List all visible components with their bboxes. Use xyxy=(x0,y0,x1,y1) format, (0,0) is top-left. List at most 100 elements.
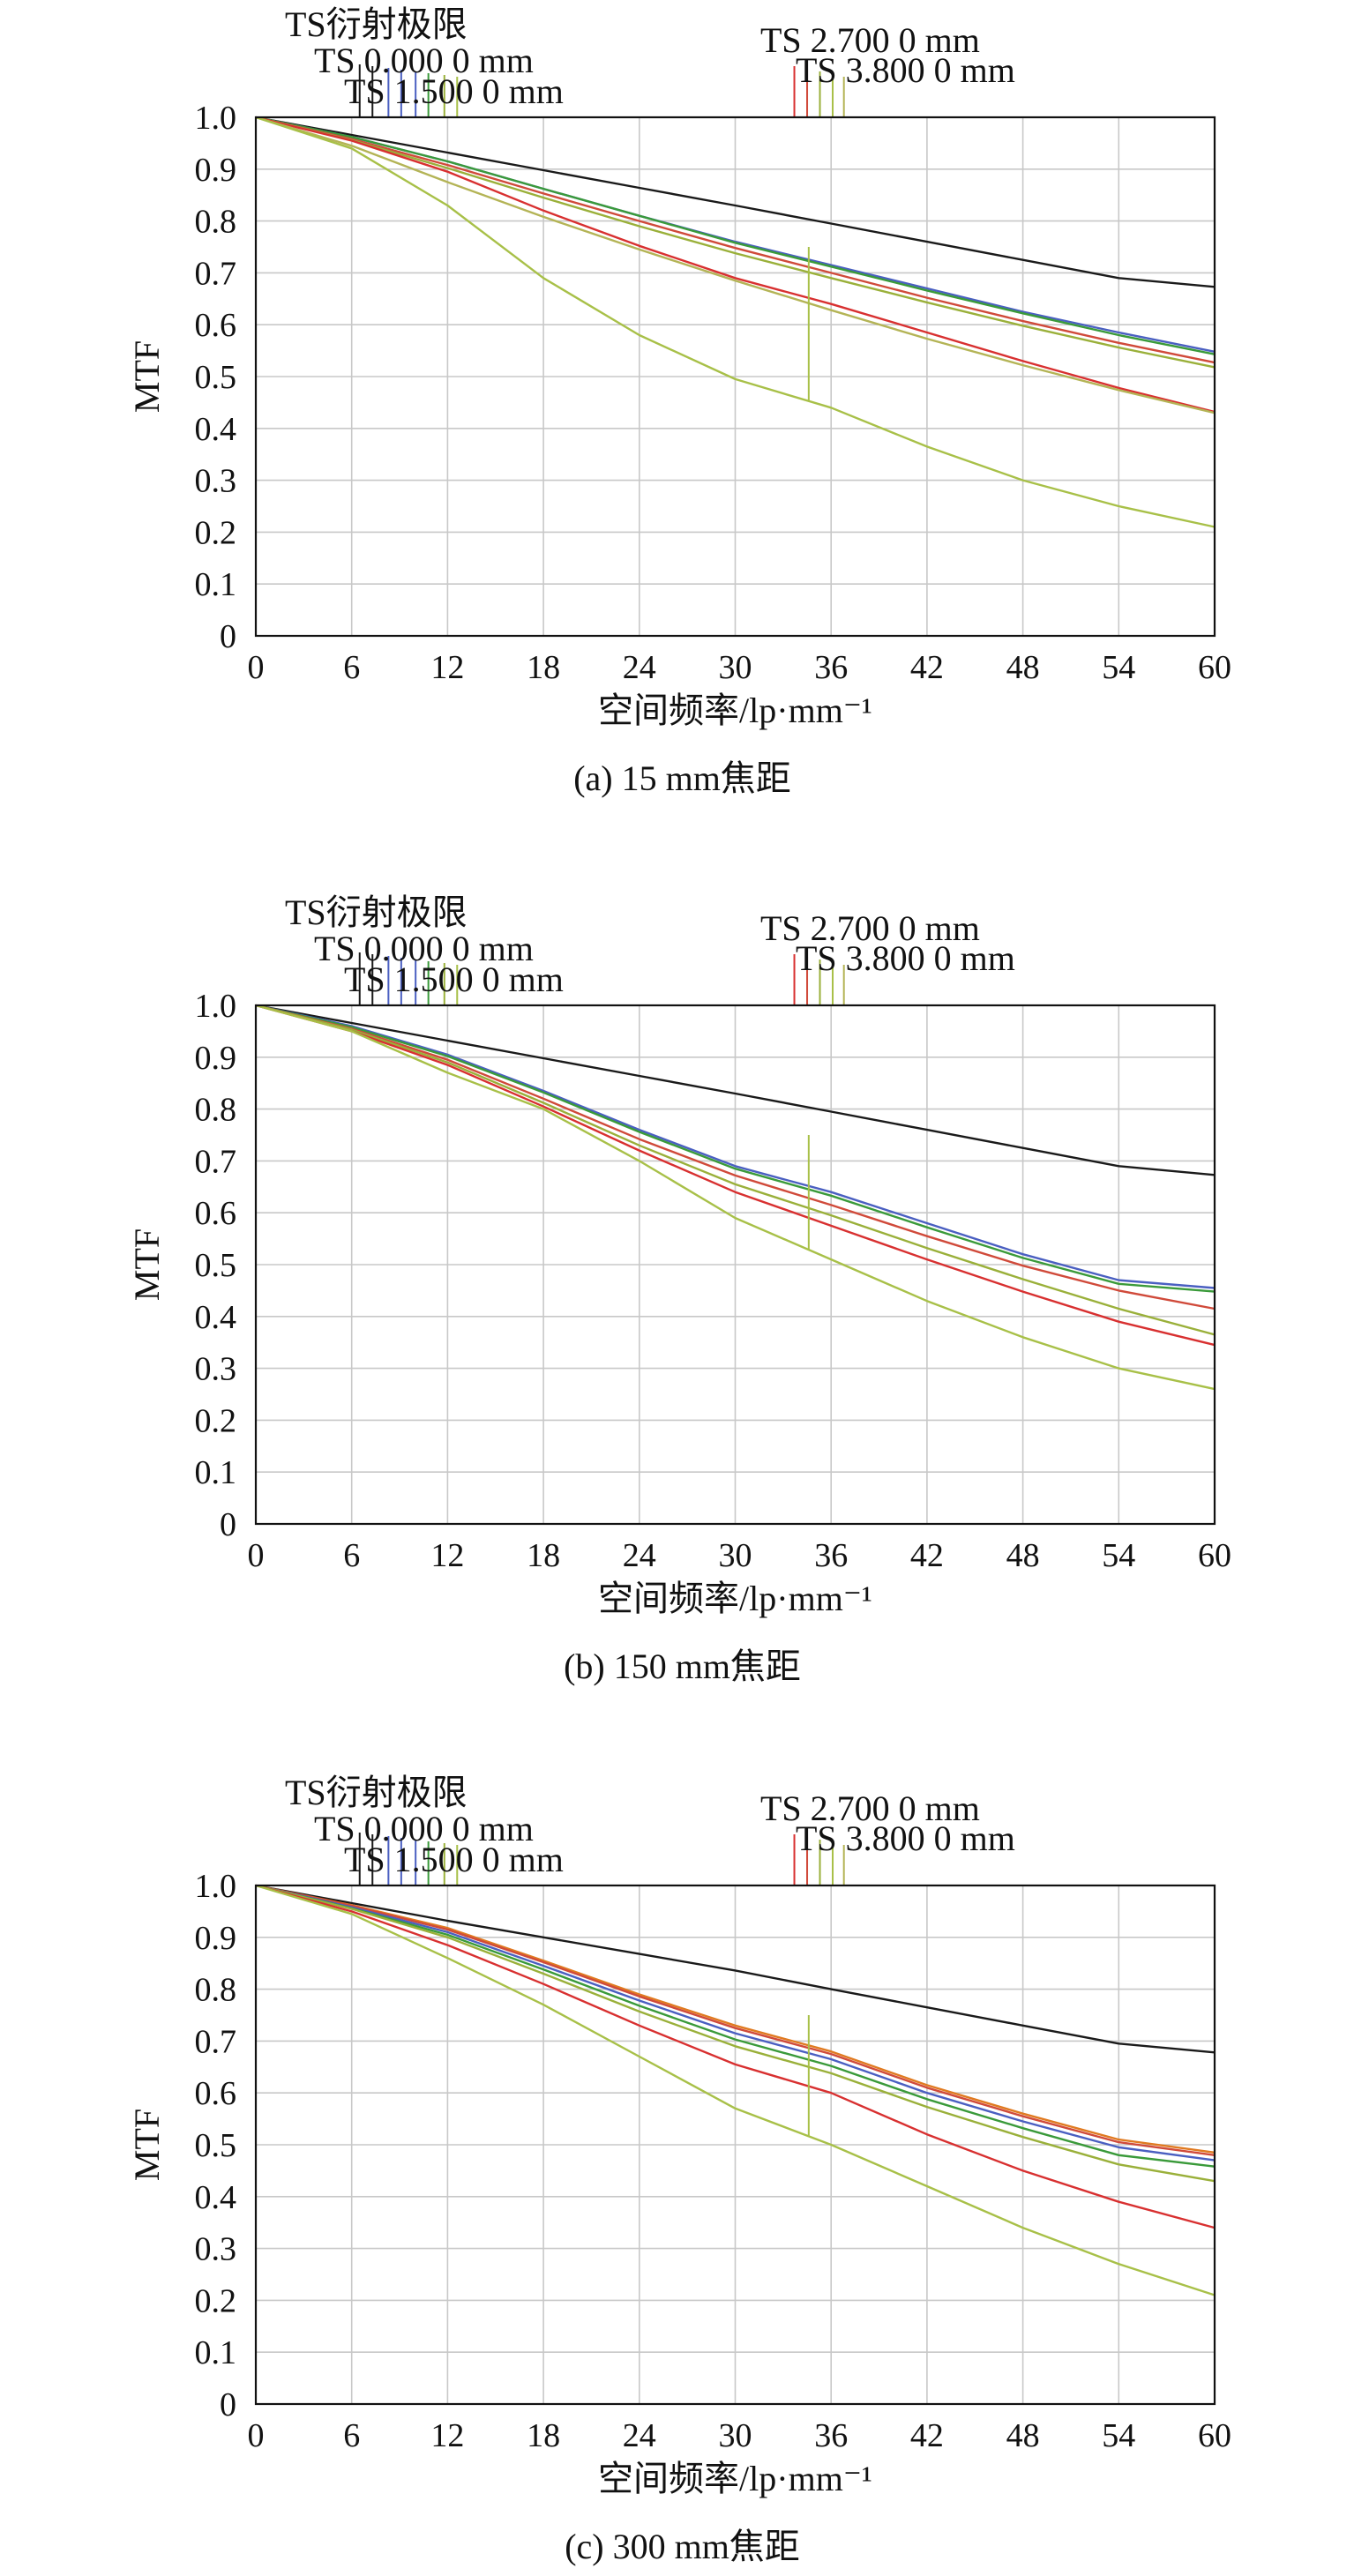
y-tick-label: 0.1 xyxy=(195,566,237,603)
y-tick-label: 0 xyxy=(220,2386,236,2423)
x-tick-label: 24 xyxy=(623,1537,656,1574)
series-line xyxy=(255,1884,1216,2156)
x-tick-label: 18 xyxy=(527,1537,560,1574)
legend-label: TS衍射极限 xyxy=(285,892,468,932)
x-tick-label: 36 xyxy=(814,1537,848,1574)
x-tick-label: 60 xyxy=(1198,2417,1231,2454)
series-line xyxy=(255,116,1216,364)
series-line xyxy=(255,1884,1216,2296)
legend-label: TS 0.000 0 mm xyxy=(314,929,534,968)
series-line xyxy=(255,116,1216,288)
chart-panel: 0 6 12 18 24 30 36 42 48 54 60 0 0.1 0.2 0.3 0.4 0.5 0.6 0… xyxy=(127,1773,1231,2566)
series-line xyxy=(255,1004,1216,1336)
series-line xyxy=(255,116,1216,369)
y-tick-label: 0.3 xyxy=(195,463,237,500)
x-axis-label: 空间频率/lp·mm⁻¹ xyxy=(598,691,872,730)
series-line xyxy=(255,1004,1216,1391)
y-tick-label: 1.0 xyxy=(195,1868,237,1905)
series-line xyxy=(255,116,1216,414)
y-tick-label: 0.7 xyxy=(195,2023,237,2060)
y-tick-label: 0.8 xyxy=(195,204,237,241)
y-tick-label: 0.5 xyxy=(195,359,237,396)
series-line xyxy=(255,1004,1216,1293)
series-line xyxy=(255,116,1216,528)
figure-caption: (a) 15 mm焦距 xyxy=(573,758,791,798)
y-tick-label: 0.2 xyxy=(195,514,237,551)
legend-label: TS 2.700 0 mm xyxy=(760,908,980,948)
series-line xyxy=(255,1884,1216,2154)
series-line xyxy=(255,1884,1216,2054)
series-line xyxy=(255,1884,1216,2183)
x-tick-label: 12 xyxy=(430,2417,464,2454)
legend-label: TS 3.800 0 mm xyxy=(796,1818,1015,1858)
chart-panel: 0 6 12 18 24 30 36 42 48 54 60 0 0.1 0.2 0.3 0.4 0.5 0.6 0… xyxy=(127,892,1231,1686)
x-tick-label: 42 xyxy=(910,1537,944,1574)
series-line xyxy=(255,116,1216,414)
x-tick-label: 12 xyxy=(430,1537,464,1574)
x-tick-label: 48 xyxy=(1006,649,1040,686)
y-tick-label: 0.1 xyxy=(195,1454,237,1491)
y-tick-label: 0.5 xyxy=(195,2127,237,2164)
x-tick-label: 54 xyxy=(1102,2417,1135,2454)
x-tick-label: 24 xyxy=(623,2417,656,2454)
x-tick-label: 6 xyxy=(343,649,360,686)
x-axis-label: 空间频率/lp·mm⁻¹ xyxy=(598,1579,872,1618)
y-tick-label: 0.5 xyxy=(195,1247,237,1284)
legend-label: TS 0.000 0 mm xyxy=(314,41,534,80)
y-axis-label: MTF xyxy=(127,340,167,413)
series-line xyxy=(255,1884,1216,2162)
y-tick-label: 0.6 xyxy=(195,2075,237,2112)
chart-panel: 0 6 12 18 24 30 36 42 48 54 60 0 0.1 0.2 0.3 0.4 0.5 0.6 0… xyxy=(127,4,1231,798)
y-tick-label: 0 xyxy=(220,618,236,655)
legend-label: TS 3.800 0 mm xyxy=(796,50,1015,90)
plot-frame xyxy=(254,1004,1216,1526)
x-tick-label: 18 xyxy=(527,649,560,686)
x-tick-label: 6 xyxy=(343,2417,360,2454)
x-tick-label: 60 xyxy=(1198,1537,1231,1574)
y-tick-label: 0.4 xyxy=(195,1299,237,1336)
y-tick-label: 0.8 xyxy=(195,1092,237,1129)
y-tick-label: 1.0 xyxy=(195,988,237,1025)
x-tick-label: 6 xyxy=(343,1537,360,1574)
series-line xyxy=(255,116,1216,355)
x-tick-label: 48 xyxy=(1006,2417,1040,2454)
y-tick-label: 0.6 xyxy=(195,307,237,344)
x-tick-label: 48 xyxy=(1006,1537,1040,1574)
x-axis-label: 空间频率/lp·mm⁻¹ xyxy=(598,2459,872,2498)
x-tick-label: 42 xyxy=(910,649,944,686)
y-tick-label: 0.9 xyxy=(195,1920,237,1957)
x-tick-label: 54 xyxy=(1102,649,1135,686)
y-tick-label: 0.9 xyxy=(195,1040,237,1077)
y-tick-label: 0.6 xyxy=(195,1195,237,1232)
y-tick-label: 0.8 xyxy=(195,1972,237,2009)
plot-frame xyxy=(254,1884,1216,2406)
legend-label: TS 0.000 0 mm xyxy=(314,1809,534,1848)
y-tick-label: 0.3 xyxy=(195,2231,237,2268)
legend-label: TS 2.700 0 mm xyxy=(760,20,980,60)
series-line xyxy=(255,1004,1216,1176)
y-tick-label: 0.4 xyxy=(195,411,237,448)
x-tick-label: 30 xyxy=(719,1537,752,1574)
x-tick-label: 24 xyxy=(623,649,656,686)
y-tick-label: 0.7 xyxy=(195,1143,237,1180)
x-tick-label: 0 xyxy=(248,2417,265,2454)
x-tick-label: 36 xyxy=(814,649,848,686)
legend-label: TS 3.800 0 mm xyxy=(796,938,1015,978)
plot-frame xyxy=(254,116,1216,638)
legend-label: TS 1.500 0 mm xyxy=(344,1840,564,1879)
x-tick-label: 30 xyxy=(719,2417,752,2454)
y-tick-label: 1.0 xyxy=(195,100,237,137)
y-tick-label: 0 xyxy=(220,1506,236,1543)
series-line xyxy=(255,1884,1216,2168)
x-tick-label: 12 xyxy=(430,649,464,686)
y-tick-label: 0.2 xyxy=(195,1402,237,1439)
x-tick-label: 30 xyxy=(719,649,752,686)
x-tick-label: 0 xyxy=(248,1537,265,1574)
y-tick-label: 0.2 xyxy=(195,2282,237,2319)
x-tick-label: 18 xyxy=(527,2417,560,2454)
legend-label: TS衍射极限 xyxy=(285,4,468,44)
x-tick-label: 54 xyxy=(1102,1537,1135,1574)
x-tick-label: 60 xyxy=(1198,649,1231,686)
series-line xyxy=(255,1004,1216,1310)
